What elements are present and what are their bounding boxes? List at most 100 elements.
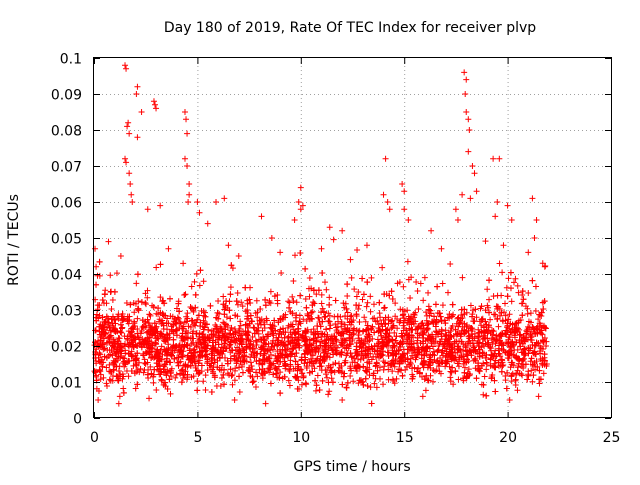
data-point: [482, 307, 489, 314]
data-point: [414, 287, 421, 294]
data-point: [396, 366, 403, 373]
data-point: [394, 325, 401, 332]
data-point: [462, 91, 469, 97]
y-tick-label: 0.07: [51, 160, 82, 176]
data-point: [220, 371, 227, 378]
data-point: [350, 378, 357, 385]
data-point: [376, 299, 383, 306]
data-point: [220, 348, 227, 355]
data-point: [297, 249, 304, 256]
data-point: [439, 302, 446, 309]
data-point: [368, 274, 375, 281]
data-point: [256, 336, 263, 343]
data-point: [290, 326, 297, 333]
data-point: [317, 323, 324, 330]
data-point: [397, 354, 404, 361]
data-point: [348, 367, 355, 374]
data-point: [96, 258, 103, 265]
data-point: [250, 378, 257, 385]
data-point: [438, 349, 445, 356]
data-point: [439, 280, 446, 287]
data-point: [438, 330, 445, 337]
data-point: [110, 336, 117, 343]
data-point: [393, 348, 400, 355]
y-tick-label: 0.09: [51, 88, 82, 104]
data-point: [167, 351, 174, 358]
data-point: [192, 291, 199, 298]
x-tick-label: 15: [396, 430, 414, 446]
data-point: [133, 280, 140, 287]
data-point: [435, 346, 442, 353]
data-point: [359, 275, 366, 282]
data-point: [374, 343, 381, 350]
data-point: [353, 311, 360, 318]
data-point: [413, 278, 420, 285]
data-point: [96, 350, 103, 357]
data-point: [460, 348, 467, 355]
data-point: [224, 370, 231, 377]
data-point: [326, 312, 333, 319]
data-point: [299, 202, 306, 209]
x-tick-label: 0: [90, 430, 99, 446]
data-point: [373, 384, 380, 391]
data-point: [97, 368, 104, 375]
data-point: [483, 361, 490, 367]
data-point: [277, 369, 284, 376]
data-point: [127, 301, 134, 308]
data-point: [250, 349, 257, 356]
data-point: [398, 330, 405, 337]
data-point: [420, 297, 427, 304]
data-point: [101, 353, 108, 360]
data-point: [476, 353, 483, 360]
data-point: [131, 370, 138, 377]
data-point: [512, 275, 519, 282]
data-point: [277, 358, 284, 365]
data-point: [356, 344, 363, 351]
data-point: [421, 274, 428, 281]
data-point: [207, 302, 214, 309]
data-point: [514, 387, 521, 394]
data-point: [318, 330, 325, 337]
data-point: [529, 277, 536, 284]
data-point: [142, 290, 149, 297]
data-point: [326, 301, 333, 308]
data-point: [204, 220, 211, 227]
data-point: [190, 335, 197, 342]
data-point: [107, 377, 114, 384]
data-point: [303, 381, 310, 388]
data-point: [393, 375, 400, 382]
data-point: [258, 213, 265, 220]
data-point: [454, 343, 461, 350]
data-point: [121, 355, 128, 362]
data-point: [500, 347, 507, 354]
data-point: [180, 336, 187, 343]
data-point: [281, 342, 288, 349]
data-point: [111, 316, 118, 323]
data-point: [231, 356, 238, 363]
data-point: [449, 364, 456, 371]
data-point: [309, 347, 316, 354]
data-point: [483, 326, 490, 333]
data-point: [388, 361, 395, 368]
data-point: [262, 296, 269, 303]
data-point: [531, 359, 538, 366]
data-point: [178, 367, 185, 374]
data-point: [387, 362, 394, 369]
data-point: [112, 320, 119, 327]
data-point: [218, 374, 225, 381]
data-point: [171, 355, 178, 362]
data-point: [196, 209, 203, 216]
data-point: [446, 351, 453, 358]
data-point: [492, 388, 499, 395]
data-point: [286, 368, 293, 375]
data-point: [289, 310, 296, 317]
data-point: [157, 261, 164, 268]
data-point: [99, 363, 106, 370]
data-point: [135, 334, 142, 341]
data-point: [156, 316, 163, 323]
data-point: [376, 364, 383, 371]
data-point: [120, 389, 127, 396]
data-point: [308, 315, 315, 322]
data-point: [471, 318, 478, 325]
data-point: [349, 359, 356, 366]
